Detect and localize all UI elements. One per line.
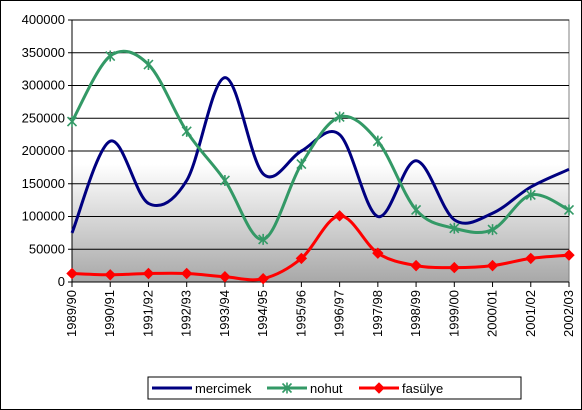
data-point-nohut (181, 125, 192, 137)
data-point-fasülye (104, 269, 116, 281)
x-tick-label: 1992/93 (179, 290, 194, 337)
legend-label-mercimek: mercimek (195, 381, 252, 396)
data-point-fasülye (448, 261, 461, 274)
data-point-nohut (105, 50, 116, 62)
y-tick-label: 250000 (22, 110, 65, 125)
data-point-nohut (219, 174, 230, 186)
legend: mercimek nohut fasülye (147, 376, 522, 400)
data-point-nohut (449, 222, 460, 234)
y-tick-label: 350000 (22, 45, 65, 60)
data-point-fasülye (142, 267, 155, 280)
data-point-nohut (487, 224, 498, 236)
data-point-nohut (66, 116, 78, 128)
x-tick-label: 1997/98 (370, 290, 385, 337)
x-tick-label: 1991/92 (140, 290, 155, 337)
legend-marker-fasülye (373, 382, 385, 394)
legend-label-fasülye: fasülye (402, 381, 443, 396)
data-point-nohut (563, 204, 575, 216)
x-tick-label: 1989/90 (64, 290, 79, 337)
data-point-nohut (525, 189, 536, 201)
x-tick-label: 1999/00 (446, 290, 461, 337)
data-point-fasülye (66, 267, 78, 280)
legend-box (147, 376, 522, 400)
data-point-fasülye (486, 259, 499, 272)
data-point-fasülye (410, 259, 422, 272)
data-point-nohut (411, 204, 422, 216)
x-tick-label: 2002/03 (561, 290, 576, 337)
legend-label-nohut: nohut (310, 381, 343, 396)
x-tick-label: 2001/02 (523, 290, 538, 337)
data-point-nohut (258, 233, 269, 245)
data-point-fasülye (333, 210, 346, 222)
data-point-nohut (143, 59, 154, 71)
data-point-fasülye (563, 249, 575, 261)
x-tick-label: 1995/96 (293, 290, 308, 337)
data-point-fasülye (180, 267, 193, 280)
x-tick-label: 1993/94 (217, 290, 232, 337)
y-tick-label: 300000 (22, 78, 65, 93)
data-point-fasülye (525, 252, 537, 265)
data-point-fasülye (257, 273, 269, 285)
x-tick-label: 1990/91 (102, 290, 117, 337)
y-axis: 0 50000 100000 150000 200000 250000 300000 3500… (22, 12, 73, 289)
y-tick-label: 150000 (22, 176, 65, 191)
data-point-fasülye (295, 252, 308, 265)
data-point-nohut (296, 158, 307, 170)
legend-marker-nohut (281, 382, 293, 394)
x-tick-label: 1998/99 (408, 290, 423, 337)
data-point-nohut (334, 111, 345, 123)
y-tick-label: 0 (58, 274, 65, 289)
y-tick-label: 200000 (22, 143, 65, 158)
series-line-mercimek (70, 76, 570, 234)
y-tick-label: 50000 (29, 241, 65, 256)
data-point-nohut (372, 135, 383, 147)
x-tick-label: 1994/95 (255, 290, 270, 337)
y-tick-label: 100000 (22, 209, 65, 224)
x-tick-label: 2000/01 (485, 290, 500, 337)
y-tick-label: 400000 (22, 12, 65, 27)
data-point-fasülye (219, 271, 231, 283)
x-tick-label: 1996/97 (332, 290, 347, 337)
series-markers (66, 50, 575, 285)
x-axis: 1989/90 1990/91 1991/92 1992/93 1993/94 1994/… (64, 281, 576, 337)
data-point-fasülye (372, 247, 384, 259)
